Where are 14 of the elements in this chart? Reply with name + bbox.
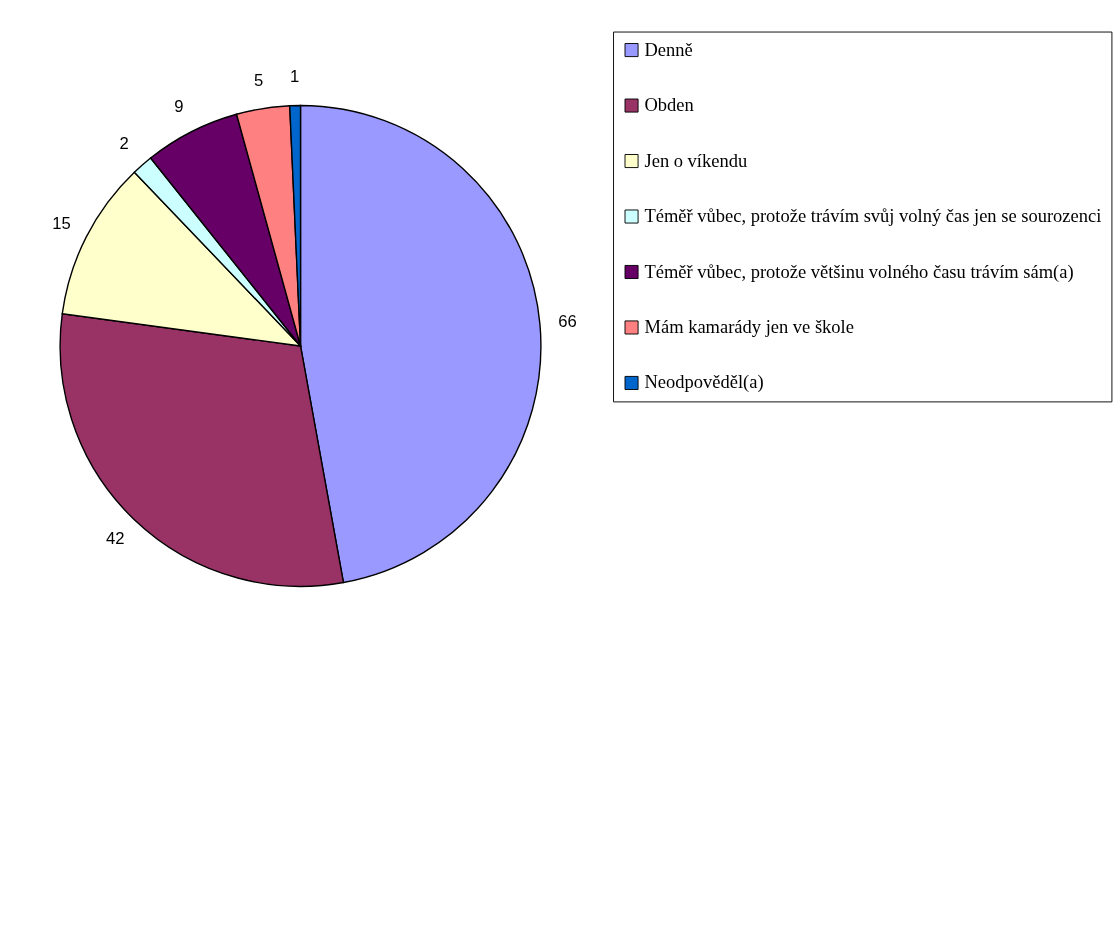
legend-label: Obden (644, 95, 694, 116)
legend-label: Téměř vůbec, protože většinu volného času trávím sám(a) (644, 261, 1074, 283)
data-label: 1 (289, 67, 300, 87)
data-label: 9 (174, 96, 184, 116)
data-label: 15 (52, 213, 71, 233)
data-label: 66 (558, 311, 577, 331)
data-label: 2 (119, 133, 129, 153)
legend-label: Denně (644, 39, 693, 60)
legend-label: Téměř vůbec, protože trávím svůj volný čas jen se sourozenci (644, 206, 1102, 227)
data-label: 42 (105, 529, 125, 549)
data-label: 5 (253, 70, 264, 90)
legend-label: Neodpověděl(a) (644, 372, 764, 394)
legend-label: Mám kamarády jen ve škole (644, 317, 854, 338)
legend-label: Jen o víkendu (644, 150, 748, 171)
